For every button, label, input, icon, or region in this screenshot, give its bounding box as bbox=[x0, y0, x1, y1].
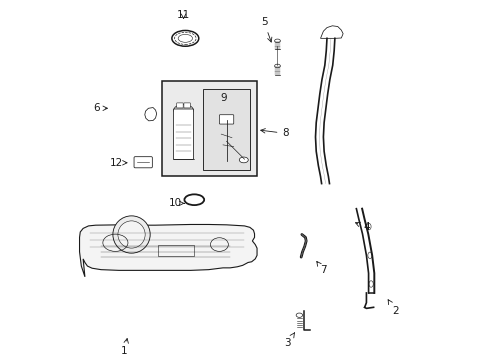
FancyBboxPatch shape bbox=[162, 81, 257, 176]
Circle shape bbox=[118, 221, 145, 248]
Ellipse shape bbox=[239, 157, 248, 163]
Text: 9: 9 bbox=[220, 94, 226, 103]
Text: 6: 6 bbox=[93, 103, 107, 113]
FancyBboxPatch shape bbox=[173, 109, 193, 159]
Ellipse shape bbox=[173, 105, 193, 116]
Ellipse shape bbox=[296, 313, 302, 318]
FancyBboxPatch shape bbox=[176, 103, 183, 108]
Text: 10: 10 bbox=[168, 198, 184, 208]
Text: 7: 7 bbox=[316, 261, 326, 275]
Text: 5: 5 bbox=[261, 17, 271, 42]
FancyBboxPatch shape bbox=[183, 103, 190, 108]
Polygon shape bbox=[80, 225, 257, 277]
FancyBboxPatch shape bbox=[203, 89, 249, 170]
Polygon shape bbox=[144, 108, 156, 121]
Text: 4: 4 bbox=[355, 222, 369, 232]
Ellipse shape bbox=[274, 39, 280, 42]
Text: 11: 11 bbox=[177, 10, 190, 20]
FancyBboxPatch shape bbox=[134, 157, 152, 168]
Polygon shape bbox=[320, 26, 343, 39]
Text: 2: 2 bbox=[387, 300, 398, 316]
Ellipse shape bbox=[368, 281, 372, 287]
Text: 12: 12 bbox=[109, 158, 127, 168]
Text: 3: 3 bbox=[284, 333, 294, 348]
Ellipse shape bbox=[366, 224, 370, 230]
FancyBboxPatch shape bbox=[219, 115, 233, 124]
Ellipse shape bbox=[367, 252, 371, 258]
Text: 8: 8 bbox=[260, 129, 288, 138]
Circle shape bbox=[113, 216, 150, 253]
Text: 1: 1 bbox=[121, 338, 128, 356]
Ellipse shape bbox=[274, 64, 280, 68]
